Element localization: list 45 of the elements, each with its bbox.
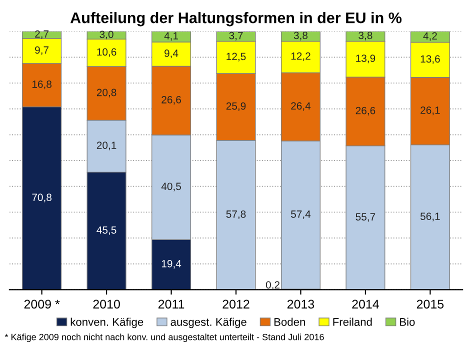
- data-label: 4,1: [164, 32, 178, 41]
- legend-label: Freiland: [333, 318, 372, 326]
- data-label: 26,1: [420, 106, 440, 116]
- x-tick-label: 2012: [222, 300, 250, 309]
- data-label: 55,7: [356, 213, 376, 222]
- data-label: 9,4: [164, 50, 178, 58]
- text: * Käfige 2009 noch nicht nach konv. und ausgestaltet unterteilt - Stand Juli 2016: [4, 334, 324, 342]
- x-tick-label: 2014: [352, 300, 379, 309]
- data-label: 3,0: [100, 30, 114, 40]
- legend-label: ausgest. Käfige: [170, 318, 246, 328]
- legend-label: Bio: [400, 318, 415, 326]
- data-label: 12,5: [226, 52, 246, 62]
- legend-label: konven. Käfige: [70, 318, 144, 328]
- x-tick-label: 2011: [158, 300, 184, 309]
- data-label: 0,2: [266, 281, 280, 290]
- data-label: 57,4: [291, 210, 311, 220]
- data-label: 13,9: [356, 54, 376, 64]
- data-label: 40,5: [161, 182, 181, 192]
- x-tick-label: 2013: [287, 300, 314, 309]
- data-label: 70,8: [32, 194, 52, 202]
- data-label: 26,6: [356, 106, 376, 116]
- data-label: 20,8: [96, 88, 116, 98]
- data-label: 10,6: [97, 48, 116, 57]
- data-label: 13,6: [420, 55, 440, 64]
- x-tick-label: 2009 *: [24, 300, 60, 309]
- data-label: 19,4: [162, 260, 182, 269]
- data-label: 3,8: [358, 32, 372, 40]
- data-label: 4,2: [423, 32, 437, 41]
- data-label: 56,1: [420, 212, 440, 222]
- data-label: 45,5: [96, 226, 116, 235]
- data-label: 16,8: [32, 80, 52, 90]
- chart-title: Aufteilung der Haltungsformen in der EU in %: [70, 12, 402, 26]
- data-label: 26,6: [162, 96, 181, 105]
- x-tick-label: 2015: [416, 300, 444, 309]
- data-label: 20,1: [96, 142, 116, 150]
- data-label: 26,4: [291, 102, 311, 111]
- data-label: 57,8: [226, 210, 246, 220]
- data-label: 12,2: [291, 52, 310, 62]
- data-label: 9,7: [35, 46, 49, 55]
- data-label: 25,9: [226, 102, 246, 111]
- data-label: 3,8: [294, 32, 308, 40]
- data-label: 3,7: [229, 32, 243, 40]
- x-tick-label: 2010: [93, 300, 120, 309]
- data-label: 2,7: [35, 30, 49, 39]
- legend-label: Boden: [274, 318, 305, 326]
